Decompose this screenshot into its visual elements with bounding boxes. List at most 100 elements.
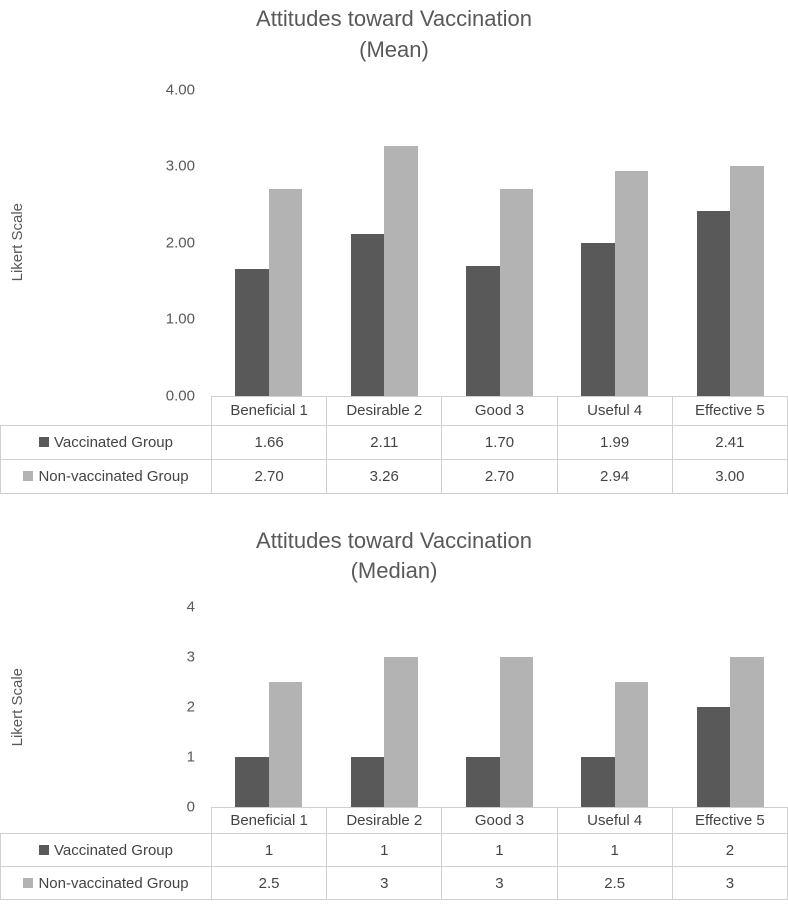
category-group-beneficial-1 bbox=[211, 90, 326, 396]
bar-vaccinated-group-beneficial-1 bbox=[235, 268, 269, 396]
chart-title-line2: (Median) bbox=[350, 558, 438, 584]
bar-vaccinated-group-good-3 bbox=[466, 757, 500, 808]
y-tick-label: 3 bbox=[186, 648, 195, 666]
bar-non-vaccinated-group-desirable-2 bbox=[384, 657, 418, 808]
category-header-effective-5: Effective 5 bbox=[671, 807, 788, 835]
value-cell-vaccinated-group-useful-4: 1 bbox=[556, 833, 673, 868]
table-row-non-vaccinated-group: Non-vaccinated Group 2.70 3.26 2.70 2.94 3.00 bbox=[0, 458, 788, 494]
value-cell-vaccinated-group-desirable-2: 1 bbox=[326, 833, 443, 868]
y-axis-label: Likert Scale bbox=[8, 668, 26, 747]
category-group-useful-4 bbox=[557, 90, 672, 396]
table-row-vaccinated-group: Vaccinated Group 1.66 2.11 1.70 1.99 2.41 bbox=[0, 424, 788, 460]
bar-non-vaccinated-group-good-3 bbox=[499, 189, 533, 396]
value-cell-non-vaccinated-group-useful-4: 2.94 bbox=[556, 458, 673, 494]
category-header-good-3: Good 3 bbox=[441, 395, 558, 426]
bar-non-vaccinated-group-effective-5 bbox=[730, 166, 764, 396]
value-cell-non-vaccinated-group-good-3: 3 bbox=[441, 866, 558, 901]
table-row-non-vaccinated-group: Non-vaccinated Group 2.5 3 3 2.5 3 bbox=[0, 866, 788, 901]
category-group-desirable-2 bbox=[326, 90, 441, 396]
legend-swatch-icon bbox=[39, 436, 50, 447]
y-tick-label: 1 bbox=[186, 748, 195, 766]
value-cell-vaccinated-group-effective-5: 2 bbox=[671, 833, 788, 868]
chart-title-median: Attitudes toward Vaccination (Median) bbox=[0, 522, 788, 588]
category-header-desirable-2: Desirable 2 bbox=[326, 395, 443, 426]
category-header-useful-4: Useful 4 bbox=[556, 395, 673, 426]
table-corner-cell bbox=[1, 808, 212, 834]
value-cell-vaccinated-group-desirable-2: 2.11 bbox=[326, 424, 443, 460]
value-cell-non-vaccinated-group-effective-5: 3 bbox=[671, 866, 788, 901]
legend-series-name: Non-vaccinated Group bbox=[38, 874, 189, 892]
bar-non-vaccinated-group-beneficial-1 bbox=[268, 189, 303, 396]
value-cell-vaccinated-group-good-3: 1 bbox=[441, 833, 558, 868]
category-group-desirable-2 bbox=[326, 607, 441, 808]
category-group-good-3 bbox=[442, 607, 557, 808]
bar-vaccinated-group-desirable-2 bbox=[350, 757, 385, 808]
y-tick-label: 3.00 bbox=[165, 157, 195, 175]
value-cell-vaccinated-group-good-3: 1.70 bbox=[441, 424, 558, 460]
y-tick-label: 4.00 bbox=[165, 81, 195, 99]
value-cell-non-vaccinated-group-desirable-2: 3.26 bbox=[326, 458, 443, 494]
category-group-good-3 bbox=[442, 90, 557, 396]
value-cell-non-vaccinated-group-beneficial-1: 2.5 bbox=[210, 866, 328, 901]
legend-swatch-icon bbox=[23, 877, 34, 888]
legend-swatch-icon bbox=[39, 844, 50, 855]
table-row-vaccinated-group: Vaccinated Group 1 1 1 1 2 bbox=[0, 833, 788, 868]
bar-non-vaccinated-group-effective-5 bbox=[730, 657, 764, 808]
value-cell-non-vaccinated-group-useful-4: 2.5 bbox=[556, 866, 673, 901]
value-cell-non-vaccinated-group-good-3: 2.70 bbox=[441, 458, 558, 494]
value-cell-vaccinated-group-beneficial-1: 1.66 bbox=[210, 424, 328, 460]
y-tick-label: 0.00 bbox=[165, 387, 195, 405]
data-table-mean: Beneficial 1 Desirable 2 Good 3 Useful 4 Eff… bbox=[0, 395, 788, 494]
chart-title-mean: Attitudes toward Vaccination (Mean) bbox=[0, 0, 788, 66]
y-tick-label: 2 bbox=[186, 698, 195, 716]
y-tick-label: 4 bbox=[186, 598, 195, 616]
bar-plot bbox=[211, 90, 788, 396]
bar-non-vaccinated-group-good-3 bbox=[499, 657, 533, 808]
legend-series-name: Vaccinated Group bbox=[54, 433, 173, 451]
category-group-useful-4 bbox=[557, 607, 672, 808]
legend-cell-non-vaccinated-group: Non-vaccinated Group bbox=[0, 866, 212, 901]
bar-vaccinated-group-effective-5 bbox=[696, 211, 731, 396]
bar-vaccinated-group-useful-4 bbox=[581, 243, 615, 396]
category-header-useful-4: Useful 4 bbox=[556, 807, 673, 835]
bar-vaccinated-group-desirable-2 bbox=[350, 234, 385, 396]
y-axis-ticks: 4.00 3.00 2.00 1.00 0.00 bbox=[34, 81, 211, 404]
bar-vaccinated-group-useful-4 bbox=[581, 757, 615, 808]
chart-title-line1: Attitudes toward Vaccination bbox=[256, 6, 532, 31]
category-header-beneficial-1: Beneficial 1 bbox=[210, 395, 328, 426]
legend-cell-vaccinated-group: Vaccinated Group bbox=[0, 424, 212, 460]
category-group-effective-5 bbox=[673, 90, 788, 396]
bar-non-vaccinated-group-beneficial-1 bbox=[268, 682, 303, 808]
legend-series-name: Non-vaccinated Group bbox=[38, 467, 189, 485]
y-axis-label-column: Likert Scale bbox=[0, 90, 34, 396]
y-axis-label-column: Likert Scale bbox=[0, 607, 34, 807]
bar-non-vaccinated-group-desirable-2 bbox=[384, 146, 418, 396]
data-table-median: Beneficial 1 Desirable 2 Good 3 Useful 4 Eff… bbox=[0, 807, 788, 901]
value-cell-non-vaccinated-group-beneficial-1: 2.70 bbox=[210, 458, 328, 494]
category-group-effective-5 bbox=[673, 607, 788, 808]
value-cell-vaccinated-group-effective-5: 2.41 bbox=[671, 424, 788, 460]
category-header-good-3: Good 3 bbox=[441, 807, 558, 835]
value-cell-non-vaccinated-group-desirable-2: 3 bbox=[326, 866, 443, 901]
y-tick-label: 2.00 bbox=[165, 234, 195, 252]
category-header-desirable-2: Desirable 2 bbox=[326, 807, 443, 835]
legend-series-name: Vaccinated Group bbox=[54, 841, 173, 859]
bar-vaccinated-group-beneficial-1 bbox=[235, 757, 269, 808]
category-group-beneficial-1 bbox=[211, 607, 326, 808]
chart-title-line2: (Mean) bbox=[359, 36, 429, 62]
bar-plot bbox=[211, 607, 788, 808]
bar-non-vaccinated-group-useful-4 bbox=[614, 170, 649, 396]
chart-title-line1: Attitudes toward Vaccination bbox=[256, 527, 532, 553]
y-axis-label: Likert Scale bbox=[8, 203, 26, 282]
chart-plot-area-mean: Likert Scale 4.00 3.00 2.00 1.00 0.00 bbox=[0, 81, 788, 404]
chart-plot-area-median: Likert Scale 4 3 2 1 0 bbox=[0, 599, 788, 816]
legend-cell-non-vaccinated-group: Non-vaccinated Group bbox=[0, 458, 212, 494]
value-cell-vaccinated-group-useful-4: 1.99 bbox=[556, 424, 673, 460]
y-tick-label: 0 bbox=[186, 798, 195, 816]
bar-non-vaccinated-group-useful-4 bbox=[614, 682, 649, 808]
value-cell-vaccinated-group-beneficial-1: 1 bbox=[210, 833, 328, 868]
value-cell-non-vaccinated-group-effective-5: 3.00 bbox=[671, 458, 788, 494]
legend-swatch-icon bbox=[23, 470, 34, 481]
mean-chart-figure: Attitudes toward Vaccination (Mean) Like… bbox=[0, 0, 788, 494]
bar-vaccinated-group-effective-5 bbox=[696, 707, 731, 808]
